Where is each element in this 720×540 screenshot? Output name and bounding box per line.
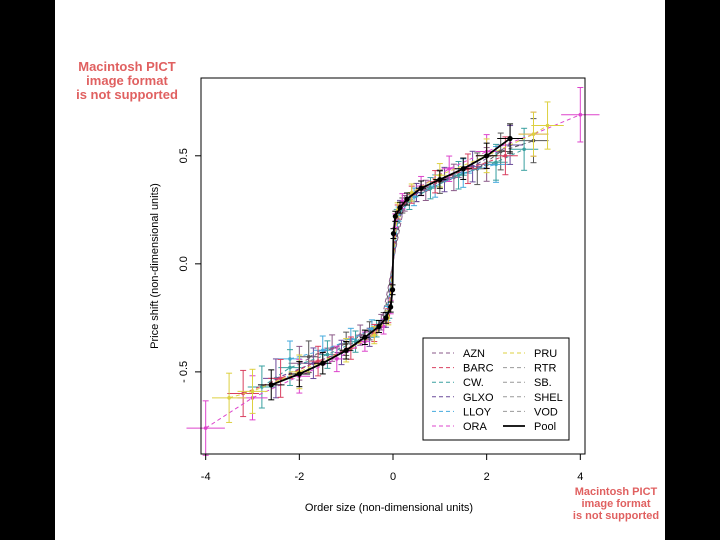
x-axis-label: Order size (non-dimensional units) <box>305 502 473 514</box>
data-point <box>412 195 416 199</box>
data-point <box>498 149 503 154</box>
series-pool <box>257 123 523 401</box>
data-point <box>325 352 330 357</box>
data-point <box>362 334 368 340</box>
legend-label-azn: AZN <box>463 348 485 360</box>
x-tick-label: -2 <box>294 471 304 483</box>
legend-label-vod: VOD <box>534 406 558 418</box>
data-point <box>390 230 397 237</box>
data-point <box>522 147 526 152</box>
data-point <box>250 389 255 394</box>
data-point <box>531 132 536 136</box>
data-point <box>370 326 374 331</box>
legend-label-lloy: LLOY <box>463 406 492 418</box>
data-point <box>296 371 302 377</box>
data-point <box>320 348 325 353</box>
data-point <box>288 365 292 370</box>
data-point <box>507 135 513 142</box>
data-point <box>418 185 424 191</box>
data-point <box>335 357 339 361</box>
notice-line: is not supported <box>572 510 660 522</box>
legend-label-rtr: RTR <box>534 363 556 375</box>
data-point <box>227 396 231 400</box>
data-point <box>545 123 550 128</box>
data-point <box>437 176 443 183</box>
legend: AZN BARC CW. GLXO LLOY ORA PRU RTR SB. SHEL VOD Poo… <box>422 337 570 441</box>
series-shel <box>298 118 549 374</box>
data-point <box>389 287 396 293</box>
legend-label-pool: Pool <box>534 421 556 433</box>
data-point <box>381 324 386 329</box>
data-point <box>343 347 349 353</box>
legend-label-pru: PRU <box>534 348 557 360</box>
notice-line: Macintosh PICT <box>78 59 176 74</box>
data-point <box>460 166 466 172</box>
data-point <box>404 196 410 202</box>
data-point <box>397 205 403 211</box>
data-point <box>392 213 398 219</box>
unsupported-image-notice-top: Macintosh PICT image format is not suppo… <box>62 60 192 102</box>
data-point <box>316 359 320 363</box>
legend-label-ora: ORA <box>463 421 488 433</box>
data-point <box>372 333 377 337</box>
legend-label-barc: BARC <box>463 363 494 375</box>
data-point <box>376 323 382 330</box>
y-tick-label: 0.0 <box>178 256 190 271</box>
data-point <box>388 304 394 310</box>
legend-box <box>422 337 570 441</box>
data-point <box>306 354 311 359</box>
x-tick-label: -4 <box>201 471 211 483</box>
data-point <box>428 186 433 191</box>
data-point <box>320 360 326 366</box>
legend-label-sb: SB. <box>534 377 552 389</box>
data-point <box>447 166 451 171</box>
data-point <box>278 376 283 381</box>
x-tick-label: 2 <box>484 471 490 483</box>
y-tick-label: - 0.5 <box>178 361 190 383</box>
data-point <box>503 153 508 158</box>
slide-background <box>55 0 665 540</box>
data-point <box>456 173 461 178</box>
data-point <box>578 112 583 117</box>
data-point <box>268 382 274 388</box>
notice-line: image format <box>581 498 651 510</box>
series-line <box>270 137 511 386</box>
data-point <box>484 153 490 159</box>
series-line <box>308 140 534 358</box>
legend-label-cw: CW. <box>463 377 484 389</box>
axis-ticks: -4 -2 0 2 4 - 0.5 0.0 0.5 <box>178 148 583 483</box>
notice-line: is not supported <box>76 87 178 102</box>
legend-label-glxo: GLXO <box>463 392 494 404</box>
data-point <box>383 315 389 321</box>
notice-line: image format <box>86 73 168 88</box>
x-tick-label: 0 <box>390 471 396 483</box>
data-point <box>409 190 414 195</box>
data-point <box>494 160 498 165</box>
data-point <box>358 333 363 337</box>
notice-line: Macintosh PICT <box>574 486 658 498</box>
y-tick-label: 0.5 <box>178 148 190 163</box>
y-axis-label: Price shift (non-dimensional units) <box>149 183 161 349</box>
unsupported-image-notice-bottom: Macintosh PICT image format is not suppo… <box>566 486 666 522</box>
data-point <box>203 426 208 430</box>
chart-marks <box>186 87 600 456</box>
legend-label-shel: SHEL <box>534 392 563 404</box>
x-tick-label: 4 <box>577 471 583 483</box>
